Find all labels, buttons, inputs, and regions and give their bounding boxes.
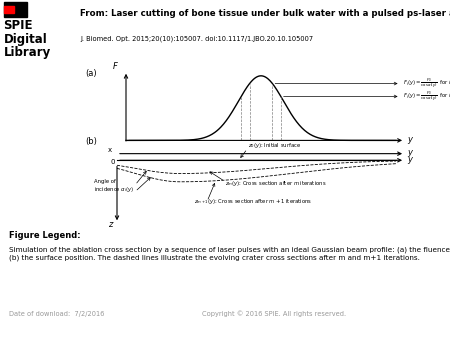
- Text: y: y: [407, 148, 412, 157]
- Text: y: y: [407, 135, 412, 144]
- Text: z: z: [108, 219, 112, 228]
- Text: Digital: Digital: [4, 33, 47, 46]
- Text: x: x: [108, 147, 112, 153]
- Text: $z_m(y)$: Cross section after $m$ iterations: $z_m(y)$: Cross section after $m$ iterat…: [225, 179, 327, 188]
- Text: $z_0(y)$: Initial surface: $z_0(y)$: Initial surface: [248, 141, 301, 150]
- Text: 0: 0: [110, 159, 115, 165]
- Text: $F_i(y)=\frac{F_0}{\cos\alpha_i(y)}$  for $i=m+1$: $F_i(y)=\frac{F_0}{\cos\alpha_i(y)}$ for…: [403, 77, 450, 90]
- Text: $z_{m+1}(y)$: Cross section after $m+1$ iterations: $z_{m+1}(y)$: Cross section after $m+1$ …: [194, 197, 311, 206]
- Text: Library: Library: [4, 46, 51, 58]
- Text: J. Biomed. Opt. 2015;20(10):105007. doi:10.1117/1.JBO.20.10.105007: J. Biomed. Opt. 2015;20(10):105007. doi:…: [80, 35, 313, 42]
- Text: Figure Legend:: Figure Legend:: [9, 231, 81, 240]
- Text: y: y: [407, 155, 412, 164]
- Text: Angle of
incidence $\alpha_i(y)$: Angle of incidence $\alpha_i(y)$: [94, 179, 135, 194]
- Bar: [4, 6, 14, 14]
- Text: SPIE: SPIE: [4, 20, 33, 32]
- Text: From: Laser cutting of bone tissue under bulk water with a pulsed ps-laser at 53: From: Laser cutting of bone tissue under…: [80, 9, 450, 18]
- Text: Date of download:  7/2/2016: Date of download: 7/2/2016: [9, 311, 104, 317]
- Text: Copyright © 2016 SPIE. All rights reserved.: Copyright © 2016 SPIE. All rights reserv…: [202, 311, 346, 317]
- Text: Simulation of the ablation cross section by a sequence of laser pulses with an i: Simulation of the ablation cross section…: [9, 247, 450, 261]
- Text: $F_i(y)=\frac{F_0}{\cos\alpha_i(y)}$  for $i=1$: $F_i(y)=\frac{F_0}{\cos\alpha_i(y)}$ for…: [403, 90, 450, 103]
- Text: (b): (b): [86, 137, 97, 146]
- Bar: [4, 2, 27, 17]
- Text: (a): (a): [86, 69, 97, 78]
- Text: F: F: [112, 62, 117, 71]
